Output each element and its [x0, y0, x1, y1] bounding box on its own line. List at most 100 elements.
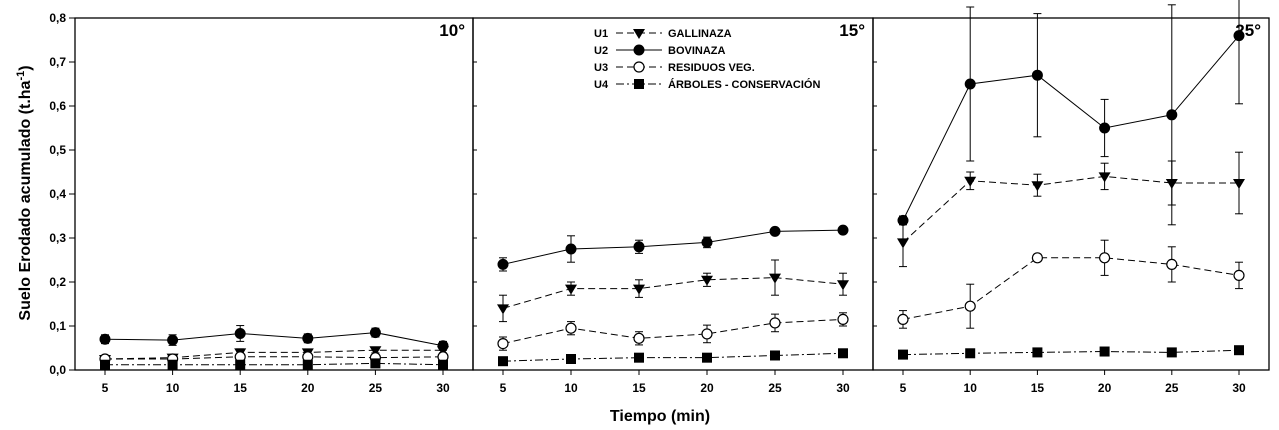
x-tick-label: 20	[301, 381, 315, 395]
data-point	[634, 352, 644, 363]
y-tick-label: 0,1	[49, 319, 66, 333]
y-tick-label: 0,2	[49, 275, 66, 289]
data-point	[302, 359, 313, 370]
data-point	[897, 313, 909, 325]
series-u3	[897, 239, 1245, 329]
legend-code: U3	[594, 62, 608, 74]
data-point	[1233, 30, 1245, 42]
data-point	[1166, 258, 1178, 270]
x-tick-label: 15	[1031, 381, 1045, 395]
y-axis-title-close: )	[17, 65, 34, 70]
data-point	[897, 238, 909, 249]
y-tick-label: 0,5	[49, 143, 66, 157]
data-point	[1098, 252, 1111, 264]
legend-item: U4 ÁRBOLES - CONSERVACIÓN	[594, 78, 820, 91]
data-point	[369, 327, 381, 339]
y-tick-label: 0,8	[49, 11, 66, 25]
data-point	[633, 284, 645, 295]
series-u4	[498, 348, 848, 367]
data-point	[837, 280, 849, 291]
data-point	[369, 346, 382, 357]
legend-label: GALLINAZA	[668, 28, 732, 40]
legend: U1 GALLINAZA U2 BOVINAZA U3 RESIDUOS VEG. U4 ÁR…	[594, 28, 820, 91]
series-u4	[898, 345, 1244, 360]
legend-label: RESIDUOS VEG.	[668, 62, 755, 74]
series-line	[105, 356, 444, 360]
series-line	[104, 349, 443, 360]
data-point	[1031, 69, 1043, 81]
x-tick-label: 5	[900, 381, 907, 395]
data-point	[964, 176, 977, 187]
data-point	[565, 243, 577, 255]
data-point	[1166, 347, 1177, 358]
data-point	[897, 214, 909, 226]
series-u2	[497, 224, 849, 272]
data-point	[302, 332, 314, 344]
x-tick-label: 25	[369, 381, 383, 395]
x-tick-label: 20	[700, 381, 714, 395]
legend-marker	[634, 79, 644, 89]
x-tick-label: 10	[564, 381, 578, 395]
series-u2	[897, 0, 1245, 226]
data-point	[1099, 122, 1111, 134]
data-point	[438, 359, 448, 370]
data-point	[701, 236, 713, 248]
data-point	[1166, 109, 1178, 121]
x-tick-label: 5	[500, 381, 507, 395]
legend-code: U2	[594, 45, 608, 57]
x-tick-label: 25	[768, 381, 782, 395]
legend-label: ÁRBOLES - CONSERVACIÓN	[668, 78, 820, 91]
series-line	[902, 257, 1240, 320]
data-point	[837, 313, 849, 325]
data-point	[100, 359, 110, 370]
data-point	[1098, 172, 1111, 183]
legend-marker	[633, 29, 645, 39]
legend-item: U3 RESIDUOS VEG.	[594, 61, 755, 74]
data-point	[437, 340, 449, 352]
data-point	[1031, 181, 1044, 192]
data-point	[497, 304, 509, 315]
data-point	[702, 352, 712, 363]
x-tick-label: 15	[234, 381, 248, 395]
data-point	[965, 348, 976, 359]
y-tick-label: 0,0	[49, 363, 66, 377]
panel-frame	[74, 17, 474, 371]
series-line	[902, 175, 1239, 243]
data-point	[565, 322, 577, 334]
y-axis-title-superscript: -1	[15, 71, 27, 81]
legend-code: U1	[594, 28, 608, 40]
data-point	[633, 241, 645, 253]
data-point	[770, 350, 780, 361]
series-line	[902, 35, 1240, 221]
legend-marker	[633, 44, 645, 56]
series-u3	[497, 312, 849, 351]
data-point	[769, 225, 781, 237]
x-tick-label: 20	[1098, 381, 1112, 395]
y-tick-label: 0,6	[49, 99, 66, 113]
y-tick-label: 0,4	[49, 187, 66, 201]
data-point	[838, 348, 848, 359]
series-u1	[897, 151, 1245, 268]
data-point	[370, 358, 381, 369]
series-line	[902, 349, 1240, 356]
series-line	[502, 352, 844, 362]
data-point	[167, 359, 178, 370]
y-tick-label: 0,7	[49, 55, 66, 69]
series-u1	[99, 346, 449, 365]
data-point	[99, 333, 111, 345]
panel-title: 10°	[439, 21, 465, 40]
data-point	[701, 275, 713, 286]
x-tick-label: 30	[836, 381, 850, 395]
data-point	[964, 78, 976, 90]
x-tick-label: 5	[102, 381, 109, 395]
y-axis-ticks: 0,0 0,1 0,2 0,3 0,4 0,5 0,6 0,7 0,8	[49, 11, 75, 377]
data-point	[1233, 269, 1245, 281]
data-point	[566, 354, 576, 364]
data-point	[497, 258, 509, 270]
series-line	[502, 318, 844, 345]
data-point	[235, 359, 246, 370]
data-point	[1234, 345, 1244, 356]
data-point	[498, 356, 508, 367]
